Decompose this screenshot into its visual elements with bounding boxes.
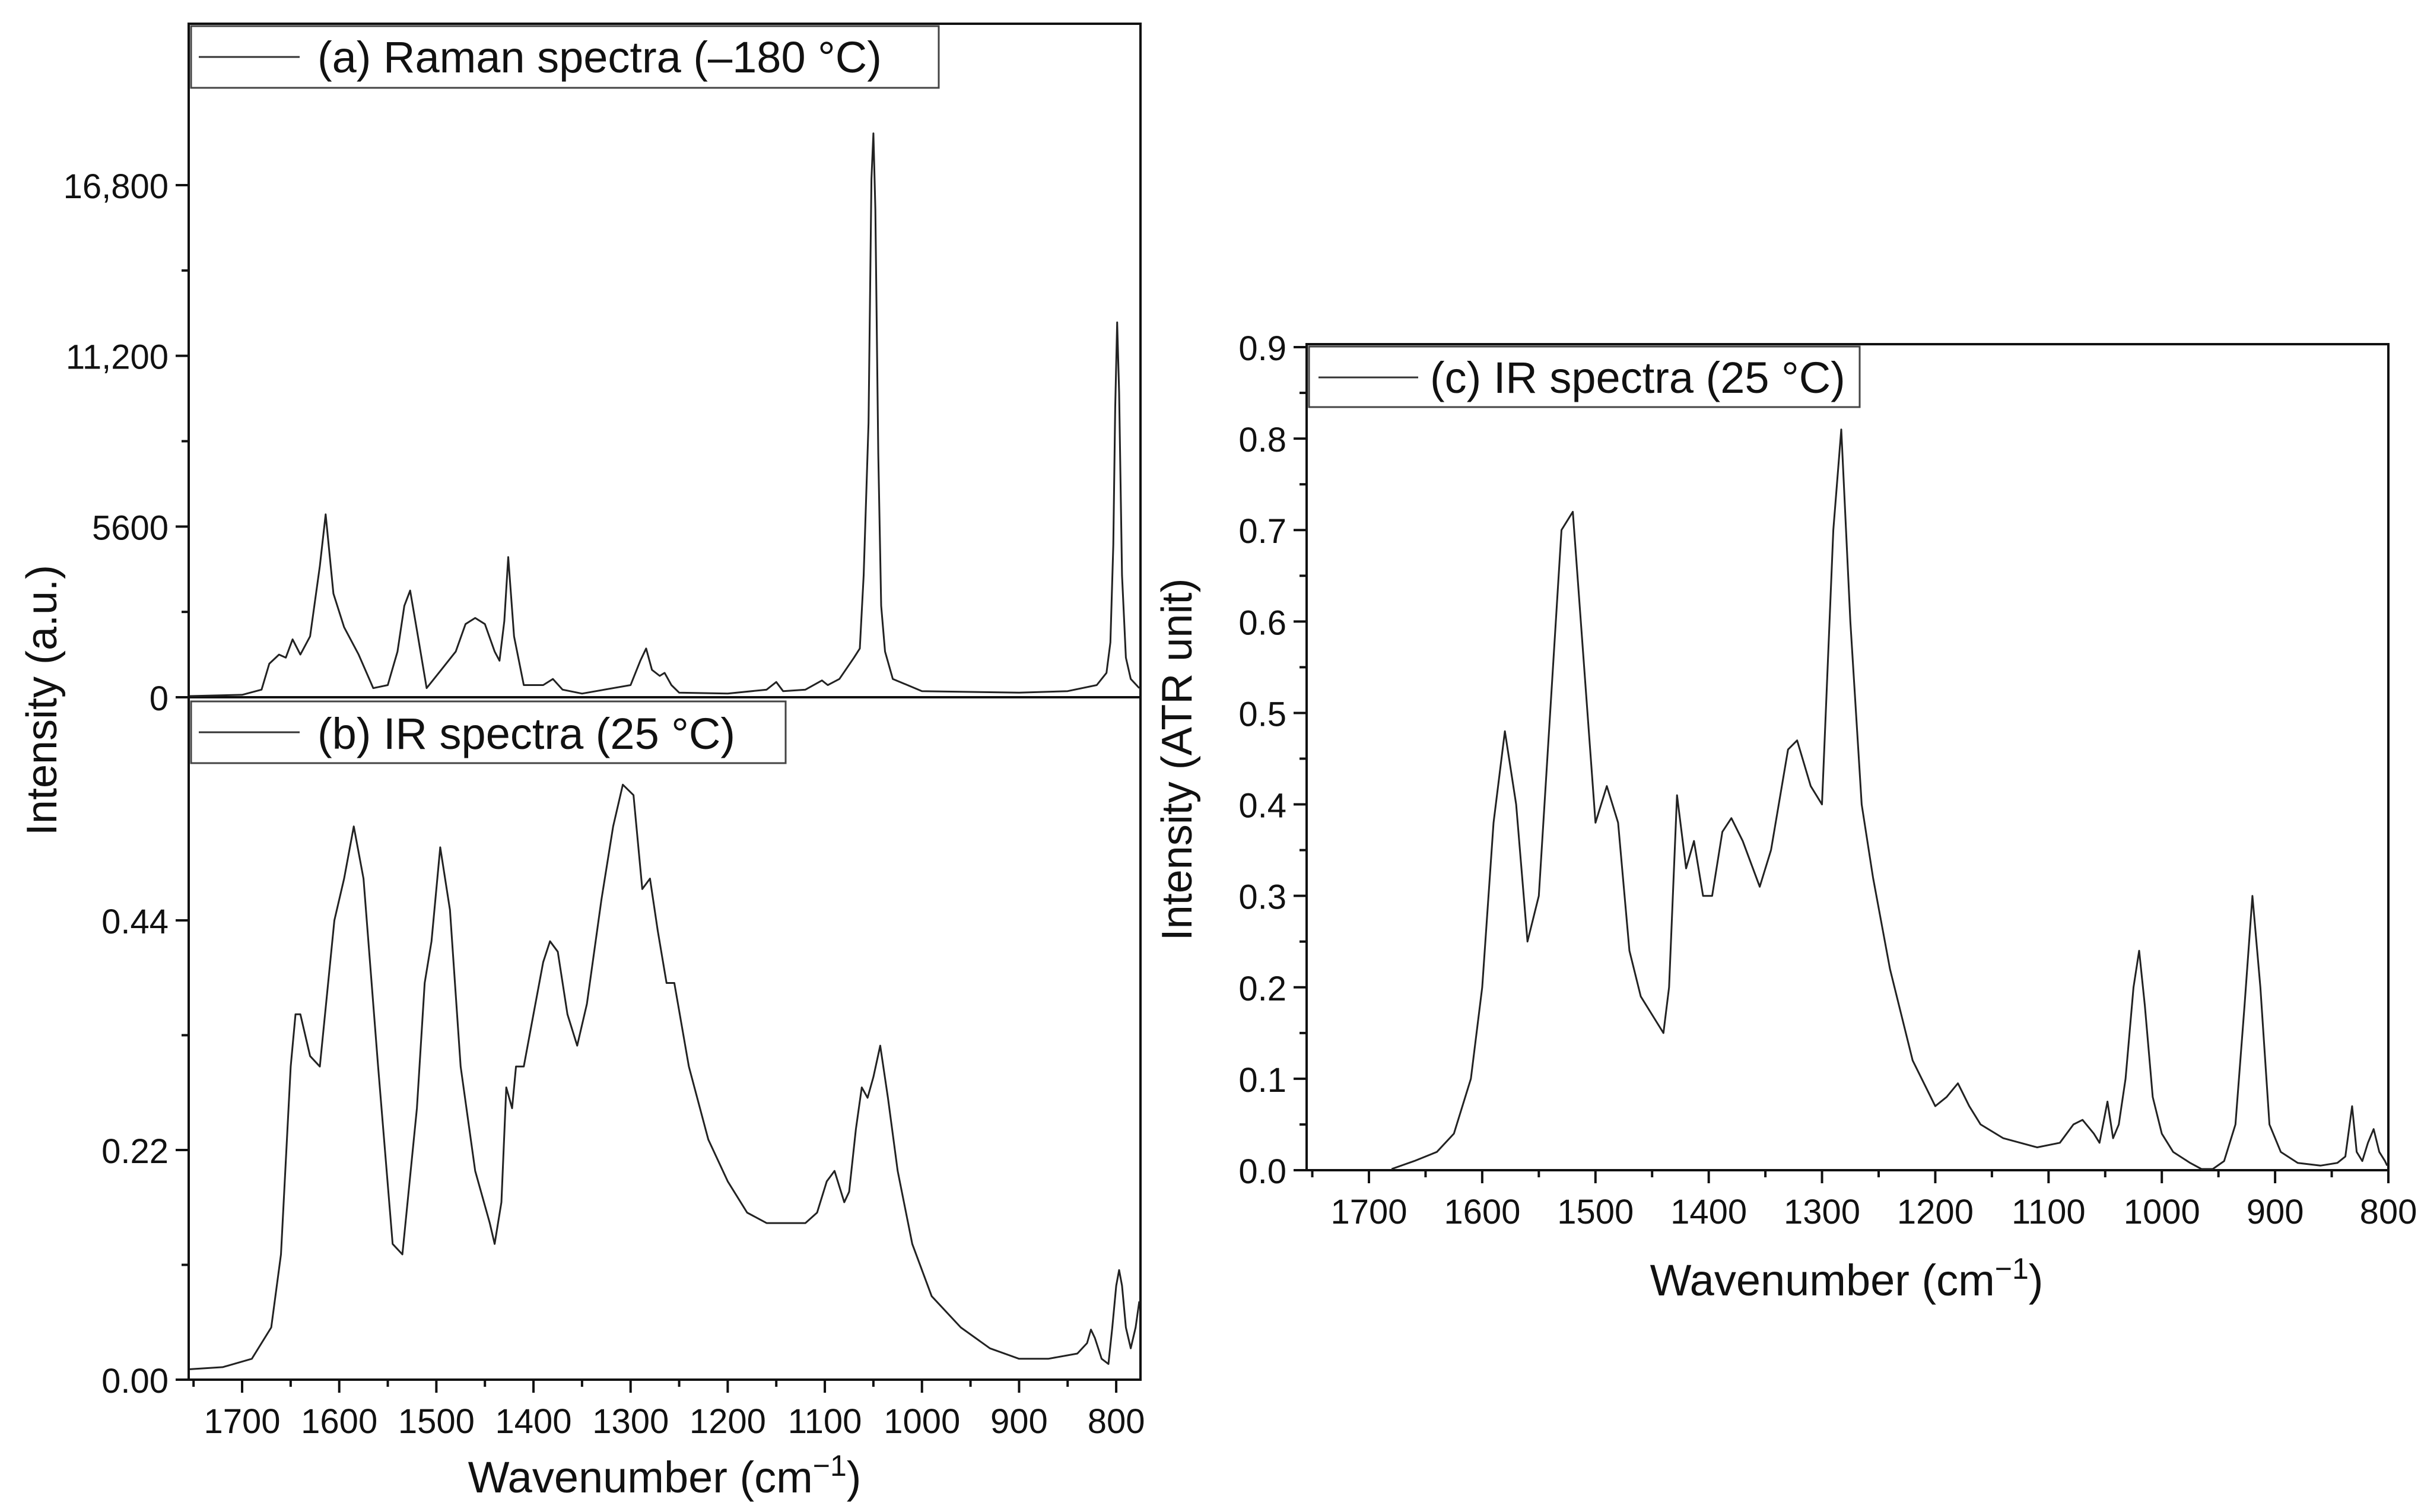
spectra-curves (189, 132, 2388, 1370)
panel-a-legend-label: (a) Raman spectra (–180 °C) (317, 33, 882, 82)
panel-c-x-tick-label: 900 (2247, 1193, 2304, 1231)
panel-c-x-tick-label: 800 (2360, 1193, 2417, 1231)
left-y-axis-title: Intensity (a.u.) (18, 565, 66, 836)
panel-c-y-tick-label: 0.5 (1238, 695, 1286, 733)
panel-a-y-tick-label: 5600 (92, 509, 169, 547)
panel-b-y-tick-label: 0.44 (101, 903, 169, 941)
panel-c-legend: (c) IR spectra (25 °C) (1308, 345, 1861, 408)
panel-b-x-tick-label: 1300 (592, 1402, 669, 1441)
panel-c-legend-label: (c) IR spectra (25 °C) (1430, 353, 1845, 402)
panel-b-x-tick-label: 1100 (788, 1402, 862, 1441)
panel-c-x-tick-label: 1700 (1330, 1193, 1407, 1231)
panel-c-y-tick-label: 0.9 (1238, 329, 1286, 368)
panel-b-x-tick-label: 1400 (495, 1402, 572, 1441)
panel-c-y-tick-label: 0.4 (1238, 787, 1286, 825)
right-x-axis-title-text: Wavenumber (cm (1650, 1256, 1995, 1305)
panel-b-x-tick-label: 900 (990, 1402, 1048, 1441)
panel-a-spectrum-line (189, 132, 1140, 697)
panel-a-y-tick-label: 0 (150, 679, 169, 718)
panel-b-x-tick-label: 1600 (301, 1402, 377, 1441)
panel-c-x-tick-label: 1500 (1557, 1193, 1634, 1231)
panel-c-y-tick-label: 0.7 (1238, 512, 1286, 551)
right-x-axis-title-sup: −1 (1995, 1252, 2029, 1285)
panel-b-x-tick-label: 1500 (398, 1402, 475, 1441)
panel-a-frame (188, 23, 1142, 698)
panel-b-legend-label: (b) IR spectra (25 °C) (317, 709, 735, 758)
left-x-axis-title-sup: −1 (813, 1449, 847, 1482)
panel-c-frame (1305, 343, 2390, 1171)
left-x-axis-title: Wavenumber (cm−1) (468, 1449, 862, 1502)
panel-c-x-tick-label: 1400 (1670, 1193, 1747, 1231)
panel-b-ticks: 0.00 0.22 0.44 1700 1600 1500 1400 1300 1200 1100… (101, 903, 1145, 1441)
panel-b-frame (188, 696, 1142, 1381)
panel-c-y-tick-label: 0.2 (1238, 970, 1286, 1008)
panel-c-y-tick-label: 0.0 (1238, 1152, 1286, 1191)
panel-c-x-tick-label: 1200 (1897, 1193, 1974, 1231)
panel-b-x-tick-label: 1200 (690, 1402, 766, 1441)
panel-c-y-tick-label: 0.8 (1238, 421, 1286, 459)
panel-b-legend: (b) IR spectra (25 °C) (190, 700, 787, 764)
panel-a-y-tick-label: 16,800 (63, 167, 169, 206)
panel-b-y-tick-label: 0.22 (101, 1132, 169, 1171)
right-y-axis-title: Intensity (ATR unit) (1154, 579, 1201, 941)
left-x-axis-title-end: ) (847, 1453, 862, 1502)
panel-b-x-tick-label: 1000 (884, 1402, 960, 1441)
panel-a-y-tick-label: 11,200 (66, 338, 169, 377)
panel-b-spectrum-line (189, 783, 1140, 1370)
panel-c-y-tick-label: 0.1 (1238, 1061, 1286, 1100)
panel-c-x-tick-label: 1100 (2012, 1193, 2086, 1231)
left-x-axis-title-text: Wavenumber (cm (468, 1453, 813, 1502)
panel-c-x-tick-label: 1600 (1444, 1193, 1520, 1231)
panel-c-x-tick-label: 1000 (2124, 1193, 2200, 1231)
panel-c-y-tick-label: 0.6 (1238, 603, 1286, 642)
panel-b-x-tick-label: 800 (1088, 1402, 1145, 1441)
right-x-axis-title: Wavenumber (cm−1) (1650, 1252, 2044, 1305)
right-x-axis-title-end: ) (2029, 1256, 2044, 1305)
panel-c-ticks: 0.0 0.1 0.2 0.3 0.4 0.5 0.6 0.7 0.8 0.9 1700 1600 15… (1238, 329, 2417, 1231)
panel-c-x-tick-label: 1300 (1784, 1193, 1860, 1231)
panel-c-spectrum-line (1391, 428, 2388, 1170)
panel-b-y-tick-label: 0.00 (101, 1362, 169, 1400)
panel-c-y-tick-label: 0.3 (1238, 878, 1286, 917)
panel-a-legend: (a) Raman spectra (–180 °C) (190, 25, 940, 89)
panel-a-y-ticks: 0 5600 11,200 16,800 (63, 167, 189, 718)
panel-b-x-tick-label: 1700 (204, 1402, 281, 1441)
